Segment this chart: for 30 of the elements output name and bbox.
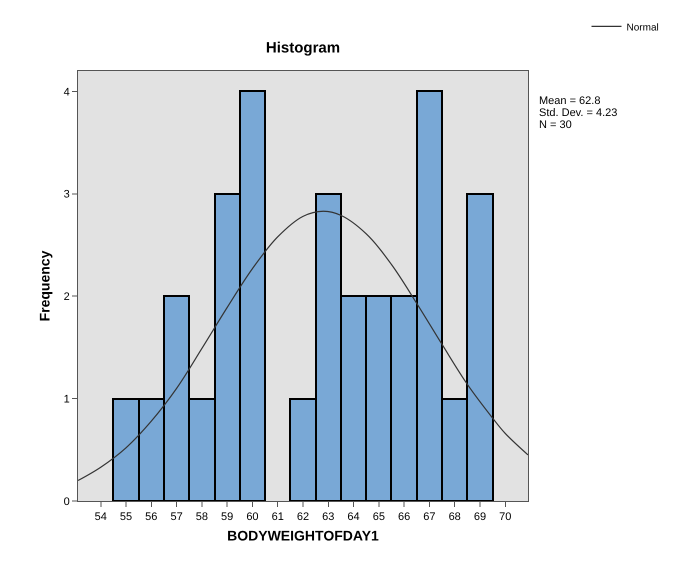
text: Mean = 62.8 — [539, 95, 600, 107]
x-tick-label: 60 — [246, 511, 259, 524]
x-tick-label: 58 — [196, 511, 208, 524]
x-tick-label: 54 — [94, 511, 107, 524]
text: N = 30 — [539, 119, 572, 131]
legend-label: Normal — [626, 22, 659, 34]
x-tick-label: 67 — [423, 511, 436, 524]
x-tick-label: 59 — [221, 511, 234, 524]
x-tick-label: 66 — [398, 511, 410, 524]
x-tick-label: 65 — [372, 511, 385, 524]
line-series — [78, 210, 528, 482]
x-tick-label: 63 — [322, 511, 334, 524]
text: Std. Dev. = 4.23 — [539, 107, 618, 119]
y-tick-label: 1 — [64, 393, 70, 406]
y-tick-label: 0 — [64, 496, 70, 508]
x-tick-label: 57 — [170, 511, 183, 524]
x-tick-label: 68 — [448, 511, 461, 524]
x-tick-label: 62 — [296, 511, 310, 524]
y-axis-title: Frequency — [36, 250, 52, 322]
x-tick-label: 61 — [272, 511, 284, 524]
x-tick-label: 69 — [474, 511, 486, 524]
x-tick-label: 70 — [499, 511, 512, 524]
y-tick-label: 3 — [64, 188, 70, 201]
x-tick-label: 64 — [347, 511, 360, 524]
y-tick-label: 4 — [64, 86, 70, 98]
chart-title: Histogram — [266, 39, 340, 56]
x-axis-title: BODYWEIGHTOFDAY1 — [227, 528, 380, 544]
y-tick-label: 2 — [64, 291, 70, 304]
x-tick-label: 55 — [120, 511, 132, 524]
x-tick-label: 56 — [145, 511, 158, 524]
